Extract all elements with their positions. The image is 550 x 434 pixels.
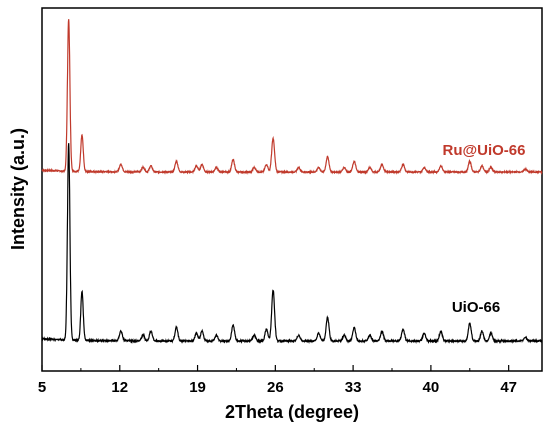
y-axis-label: Intensity (a.u.)	[8, 128, 28, 250]
x-tick-label: 33	[345, 379, 362, 396]
x-tick-label: 5	[38, 379, 46, 396]
x-tick-label: 19	[189, 379, 206, 396]
x-tick-label: 47	[500, 379, 517, 396]
plot-frame	[41, 7, 543, 372]
x-axis-label: 2Theta (degree)	[225, 402, 359, 422]
series-lines	[41, 19, 543, 345]
x-tick-label: 12	[111, 379, 128, 396]
x-axis-ticks: 5 12 19 26 33 40 47	[38, 365, 517, 396]
series-label-0: Ru@UiO-66	[443, 142, 526, 159]
series-label-1: UiO-66	[452, 299, 500, 316]
x-tick-label: 26	[267, 379, 284, 396]
series-labels: Ru@UiO-66 UiO-66	[443, 142, 526, 316]
x-tick-label: 40	[423, 379, 440, 396]
series-line-0	[41, 19, 543, 175]
series-line-1	[41, 143, 543, 345]
